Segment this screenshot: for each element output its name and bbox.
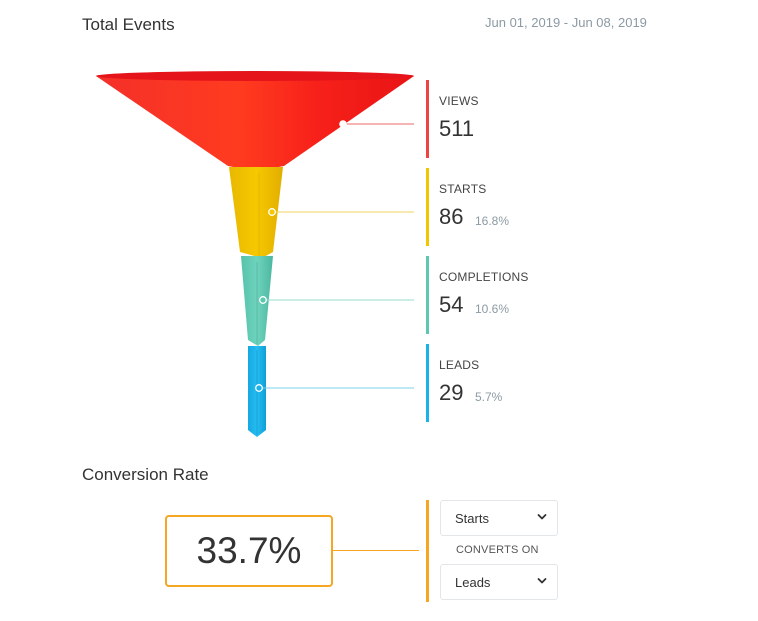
stage-completions: COMPLETIONS 54 10.6% <box>426 256 566 334</box>
stage-count: 86 <box>439 204 464 229</box>
conversion-connector <box>333 550 419 551</box>
connector-views <box>339 120 414 128</box>
conversion-rate-value: 33.7% <box>165 515 333 587</box>
stage-label: COMPLETIONS <box>439 270 529 284</box>
funnel-segment-completions <box>241 256 273 346</box>
chevron-down-icon <box>537 578 547 584</box>
stage-percent: 16.8% <box>475 214 510 228</box>
stage-label: STARTS <box>439 182 487 196</box>
stage-label: VIEWS <box>439 94 479 108</box>
date-range: Jun 01, 2019 - Jun 08, 2019 <box>485 15 647 30</box>
stage-percent: 10.6% <box>475 302 510 316</box>
from-event-value: Starts <box>455 511 489 526</box>
page-title: Total Events <box>82 15 175 34</box>
to-event-value: Leads <box>455 575 491 590</box>
stage-count: 29 <box>439 380 464 405</box>
converts-on-label: CONVERTS ON <box>456 544 539 556</box>
stage-leads: LEADS 29 5.7% <box>426 344 566 422</box>
funnel-segment-starts <box>229 167 283 258</box>
funnel-segment-leads <box>248 346 266 437</box>
conversion-rate-title: Conversion Rate <box>82 465 209 484</box>
connector-starts <box>268 208 414 216</box>
stage-starts: STARTS 86 16.8% <box>426 168 566 246</box>
from-event-select[interactable]: Starts <box>440 500 558 536</box>
chevron-down-icon <box>537 514 547 520</box>
funnel-segment-views <box>96 71 414 169</box>
connector-completions <box>259 296 414 304</box>
stage-percent: 5.7% <box>475 390 503 404</box>
stage-leads-bar <box>426 344 429 422</box>
stage-count: 511 <box>439 116 475 141</box>
funnel-chart <box>96 71 414 437</box>
conversion-accent-bar <box>426 500 429 602</box>
stage-starts-bar <box>426 168 429 246</box>
stage-count: 54 <box>439 292 464 317</box>
connector-leads <box>255 384 414 392</box>
stage-views-bar <box>426 80 429 158</box>
stage-completions-bar <box>426 256 429 334</box>
stage-label: LEADS <box>439 358 480 372</box>
to-event-select[interactable]: Leads <box>440 564 558 600</box>
stage-views: VIEWS 511 <box>426 80 566 158</box>
